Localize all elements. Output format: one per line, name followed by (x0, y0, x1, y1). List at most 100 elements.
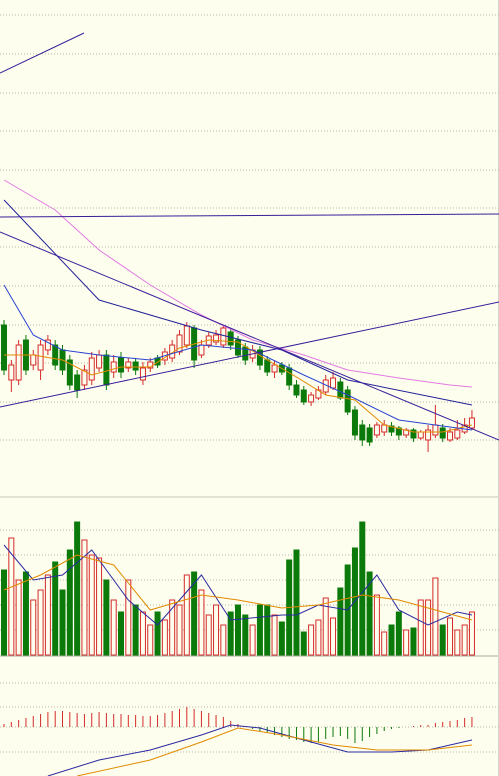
volume-bar (447, 617, 454, 656)
volume-bar (227, 611, 234, 656)
volume-bar (410, 627, 417, 656)
candle-body (234, 339, 241, 356)
macd-line (47, 724, 473, 776)
volume-bar (249, 624, 256, 656)
candle-body (66, 359, 73, 386)
candle-body (81, 369, 88, 386)
volume-bar (271, 614, 278, 656)
candle-body (351, 409, 358, 436)
candle-body (432, 424, 439, 436)
volume-bar (183, 574, 190, 656)
volume-bar (74, 521, 81, 656)
volume-bar (15, 579, 22, 656)
volume-bar (118, 611, 125, 656)
candle-body (52, 344, 59, 366)
volume-bar (220, 624, 227, 656)
volume-bar (278, 621, 285, 656)
moving-average (4, 339, 473, 433)
candle-body (213, 334, 220, 343)
trend-line (0, 213, 499, 218)
volume-bar (293, 549, 300, 656)
candle-body (125, 361, 132, 369)
volume-bar (88, 554, 95, 656)
candle-body (264, 359, 271, 373)
volume-bar (213, 604, 220, 656)
trend-line (0, 231, 499, 441)
volume-average (3, 554, 473, 621)
candle-body (1, 324, 8, 371)
candle-body (74, 374, 81, 391)
candle-body (286, 367, 293, 386)
volume-bar (81, 539, 88, 656)
candle-body (344, 389, 351, 413)
volume-bar (205, 614, 212, 656)
volume-bar (322, 597, 329, 656)
volume-bar (425, 599, 432, 656)
moving-average (3, 179, 472, 388)
candle-body (425, 429, 432, 441)
volume-bar (366, 571, 373, 656)
volume-bar (395, 611, 402, 656)
candle-body (88, 357, 95, 381)
volume-bar (103, 579, 110, 656)
candle-body (183, 325, 190, 346)
volume-bar (432, 577, 439, 656)
volume-bar (242, 614, 249, 656)
candle-body (103, 354, 110, 386)
candle-body (198, 344, 205, 356)
volume-bar (169, 599, 176, 656)
candle-body (110, 361, 117, 373)
volume-bar (468, 611, 475, 656)
candle-body (388, 425, 395, 433)
candle-body (468, 417, 475, 429)
candle-body (96, 354, 103, 369)
volume-bar (388, 624, 395, 656)
volume-bar (66, 549, 73, 656)
candle-body (139, 367, 146, 381)
candle-body (176, 334, 183, 353)
volume-bar (30, 599, 37, 656)
candle-body (410, 429, 417, 439)
candle-body (330, 377, 337, 389)
volume-bar (359, 521, 366, 656)
volume-average (3, 544, 473, 626)
volume-bar (373, 594, 380, 656)
candle-body (300, 389, 307, 403)
volume-bar (256, 604, 263, 656)
candle-body (132, 361, 139, 371)
candle-body (37, 344, 44, 371)
volume-bar (300, 631, 307, 656)
candle-body (118, 357, 125, 373)
candle-body (439, 427, 446, 439)
volume-bar (403, 629, 410, 656)
candle-body (359, 424, 366, 441)
candle-body (30, 354, 37, 366)
volume-bar (132, 604, 139, 656)
candle-body (373, 424, 380, 436)
volume-bar (8, 537, 15, 656)
volume-bar (337, 587, 344, 656)
volume-bar (139, 611, 146, 656)
candle-body (15, 344, 22, 381)
candle-body (337, 381, 344, 399)
volume-bar (198, 589, 205, 656)
volume-bar (461, 624, 468, 656)
volume-bar (147, 624, 154, 656)
volume-bar (264, 604, 271, 656)
macd-line (77, 727, 473, 776)
candle-body (381, 424, 388, 433)
candle-body (8, 364, 15, 381)
volume-bar (191, 571, 198, 656)
volume-bar (44, 574, 51, 656)
candle-body (447, 431, 454, 441)
candle-body (366, 427, 373, 443)
volume-bar (52, 561, 59, 656)
candle-body (271, 364, 278, 373)
volume-bar (454, 629, 461, 656)
volume-bar (125, 579, 132, 656)
volume-bar (1, 569, 8, 656)
trend-line (0, 32, 85, 74)
candle-body (44, 339, 51, 351)
volume-bar (176, 604, 183, 656)
